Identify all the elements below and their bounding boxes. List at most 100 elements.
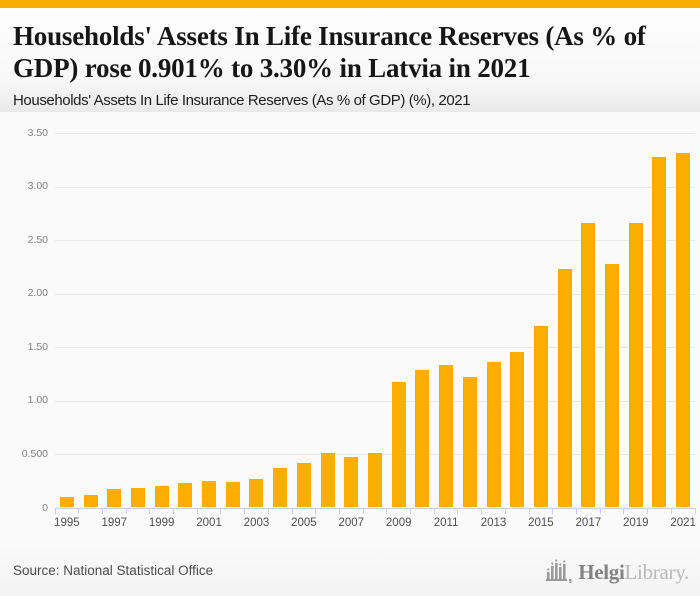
x-axis-tick [315,508,317,514]
x-axis-tick [54,508,56,514]
bar-1999[interactable] [154,485,169,507]
bar-2018[interactable] [605,263,620,507]
x-axis-tick-label: 2003 [243,517,270,529]
bar-2011[interactable] [439,364,454,507]
x-axis-tick [647,508,649,514]
y-axis-tick-label: 3.50 [27,126,48,139]
gridline [55,133,695,134]
x-axis-tick [433,508,435,514]
y-axis-tick-label: 1.50 [27,340,48,353]
x-axis-tick [670,508,672,514]
x-axis-tick [694,508,696,514]
x-axis-tick [267,508,269,514]
bar-2021[interactable] [676,153,691,507]
x-axis-line [55,508,695,509]
bar-2014[interactable] [510,351,525,507]
x-axis-tick [457,508,459,514]
bar-2015[interactable] [533,325,548,507]
y-axis-tick-label: 2.50 [27,233,48,246]
x-axis-tick [125,508,127,514]
x-axis-tick [410,508,412,514]
bar-1995[interactable] [59,497,74,507]
x-axis-tick-label: 2015 [528,517,554,529]
bar-1998[interactable] [130,487,145,507]
gridline [55,400,695,402]
x-axis-tick [78,508,80,514]
y-axis-tick-label: 0 [42,501,48,514]
x-axis-tick [173,508,175,514]
gridline [55,347,695,349]
bar-2016[interactable] [557,269,572,507]
x-axis-tick [575,508,577,514]
bar-2017[interactable] [581,223,596,507]
bar-2000[interactable] [178,483,193,507]
x-axis-tick [149,508,151,514]
x-axis-tick [338,508,340,514]
x-axis-tick [291,508,293,514]
x-axis-tick-label: 1997 [101,517,128,529]
x-axis-tick-label: 2005 [291,517,317,529]
x-axis-tick [481,508,483,514]
x-axis-tick [362,508,364,514]
x-axis-tick [623,508,625,514]
bar-2012[interactable] [462,377,477,507]
bar-2003[interactable] [249,479,264,507]
x-axis-labels: 1995 1997 1999 2001 2003 2005 2007 2009 2011 2013… [54,514,696,530]
x-axis-tick-label: 2017 [575,517,602,529]
x-axis-tick-label: 2021 [670,517,696,529]
bar-2020[interactable] [652,156,667,507]
x-axis-tick-label: 2019 [622,517,649,529]
helgi-skyline-chart-icon [546,558,573,584]
logo-brand-bold: Helgi [578,560,625,584]
x-axis-tick-label: 1995 [54,517,80,529]
x-axis-tick [552,508,554,514]
x-axis-tick [196,508,198,514]
source-text: Source: National Statistical Office [13,563,214,578]
y-axis-tick-label: 0.500 [21,447,48,460]
y-axis-tick-label: 2.00 [27,287,48,300]
x-axis-tick [101,508,103,514]
gridline [55,293,695,295]
x-axis-tick-label: 2011 [433,517,459,529]
x-axis-tick [220,508,222,514]
y-axis-labels: 3.50 3.00 2.50 2.00 1.50 1.00 0.500 0 [0,127,48,513]
x-axis-tick [599,508,601,514]
page-subtitle: Households' Assets In Life Insurance Res… [13,91,471,109]
logo-wordmark: HelgiLibrary. [578,562,689,583]
x-axis-tick-label: 2013 [480,517,507,529]
bar-1997[interactable] [107,488,122,507]
chart-footer: Source: National Statistical Office [0,545,700,596]
bar-2001[interactable] [202,481,217,507]
x-axis-tick [528,508,530,514]
bar-1996[interactable] [83,495,98,507]
bar-2019[interactable] [628,223,643,507]
page-title: Households' Assets In Life Insurance Res… [13,21,646,83]
bar-2002[interactable] [225,482,240,507]
plot-area [54,133,696,514]
bar-2009[interactable] [391,381,406,507]
x-axis-tick [244,508,246,514]
x-axis-tick-label: 2009 [385,517,412,529]
helgi-library-logo[interactable]: HelgiLibrary. [546,558,689,584]
y-axis-tick-label: 3.00 [27,180,48,193]
gridline [55,186,695,188]
top-accent-bar [0,0,700,8]
y-axis-tick-label: 1.00 [27,394,48,407]
bar-2007[interactable] [344,456,359,507]
x-axis-tick-label: 2001 [196,517,222,529]
bar-2008[interactable] [368,453,382,507]
x-axis-tick-label: 2007 [338,517,365,529]
bar-2004[interactable] [273,468,288,507]
bar-2006[interactable] [320,453,335,507]
x-axis-tick [386,508,388,514]
x-axis-tick [504,508,506,514]
bar-2005[interactable] [296,463,311,507]
bar-2010[interactable] [415,369,430,507]
logo-brand-light: Library. [624,560,690,584]
gridline [55,240,695,242]
bar-chart: 3.50 3.00 2.50 2.00 1.50 1.00 0.500 0 1995 1997 1… [0,112,700,545]
x-axis-tick-label: 1999 [148,517,175,529]
bar-2013[interactable] [486,362,501,507]
chart-header: Households' Assets In Life Insurance Res… [0,8,700,112]
